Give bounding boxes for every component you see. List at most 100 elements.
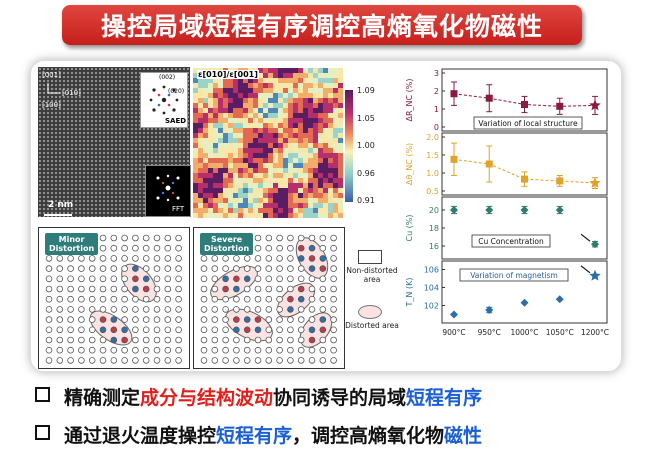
strain-pixel xyxy=(278,118,284,124)
strain-pixel xyxy=(298,113,304,119)
strain-pixel xyxy=(223,98,229,104)
strain-pixel xyxy=(338,213,343,218)
strain-pixel xyxy=(253,128,259,134)
bullet-1-part-4: 短程有序 xyxy=(406,387,483,409)
lattice-atom xyxy=(254,336,262,344)
lattice-atom xyxy=(330,255,337,262)
strain-pixel xyxy=(293,163,299,169)
strain-pixel xyxy=(198,148,204,154)
strain-pixel xyxy=(278,83,284,89)
strain-pixel xyxy=(338,113,343,119)
strain-pixel xyxy=(193,178,199,184)
lattice-atom xyxy=(142,306,150,313)
strain-pixel xyxy=(193,128,199,134)
lattice-atom xyxy=(142,285,150,293)
strain-pixel xyxy=(323,178,329,184)
page-title: 操控局域短程有序调控高熵氧化物磁性 xyxy=(100,12,543,41)
lattice-atom xyxy=(153,255,161,262)
strain-pixel xyxy=(313,93,319,99)
y-tick-label: 102 xyxy=(424,302,439,311)
lattice-atom xyxy=(319,275,327,283)
strain-pixel xyxy=(193,98,199,104)
lattice-atom xyxy=(265,357,273,364)
strain-pixel xyxy=(328,113,334,119)
strain-pixel xyxy=(238,108,244,114)
lattice-atom xyxy=(110,306,118,313)
lattice-atom xyxy=(308,265,316,272)
strain-pixel xyxy=(283,148,289,154)
strain-pixel xyxy=(333,208,339,214)
strain-pixel xyxy=(193,73,199,79)
lattice-atom xyxy=(330,275,337,283)
strain-pixel xyxy=(298,68,304,74)
strain-pixel xyxy=(338,98,343,104)
data-point xyxy=(450,90,458,98)
strain-pixel xyxy=(308,103,314,109)
strain-pixel xyxy=(248,148,254,154)
strain-pixel xyxy=(283,73,289,79)
strain-pixel xyxy=(213,113,219,119)
strain-pixel xyxy=(318,208,324,214)
strain-pixel xyxy=(323,103,329,109)
lattice-atom xyxy=(276,306,283,313)
strain-pixel xyxy=(238,183,244,189)
strain-pixel xyxy=(218,113,224,119)
strain-pixel xyxy=(303,68,309,74)
strain-pixel xyxy=(263,78,269,84)
strain-pixel xyxy=(288,108,294,114)
strain-pixel xyxy=(223,88,229,94)
strain-pixel xyxy=(288,123,294,129)
lattice-atom xyxy=(222,285,229,293)
strain-pixel xyxy=(298,73,304,79)
strain-pixel xyxy=(248,193,254,199)
strain-pixel xyxy=(283,98,289,104)
strain-pixel xyxy=(238,93,244,99)
strain-pixel xyxy=(303,178,309,184)
strain-pixel xyxy=(238,88,244,94)
strain-pixel xyxy=(193,123,199,129)
lattice-atom xyxy=(78,336,85,344)
strain-pixel xyxy=(228,98,234,104)
lattice-atom xyxy=(121,285,128,293)
strain-pixel xyxy=(328,153,334,159)
strain-pixel xyxy=(263,198,269,204)
axis-100-label: [100] xyxy=(42,101,61,109)
lattice-atom xyxy=(276,234,283,242)
lattice-atom xyxy=(78,346,85,354)
strain-pixel xyxy=(293,193,299,199)
strain-pixel xyxy=(208,158,214,164)
strain-pixel xyxy=(228,103,234,109)
strain-pixel xyxy=(193,198,199,204)
strain-pixel xyxy=(333,83,339,89)
lattice-atom xyxy=(132,244,139,252)
lattice-atom xyxy=(56,285,64,293)
strain-pixel xyxy=(213,118,219,124)
lattice-atom xyxy=(222,295,229,303)
strain-pixel xyxy=(223,163,229,169)
strain-pixel xyxy=(273,143,279,149)
lattice-atom xyxy=(99,336,107,344)
strain-pixel xyxy=(333,213,339,218)
strain-pixel xyxy=(223,203,229,209)
strain-pixel xyxy=(218,163,224,169)
lattice-atom xyxy=(265,265,273,272)
strain-pixel xyxy=(278,193,284,199)
strain-pixel xyxy=(293,73,299,79)
strain-pixel xyxy=(228,168,234,174)
strain-pixel xyxy=(318,173,324,179)
annotation-text: Cu Concentration xyxy=(478,237,544,246)
lattice-atom xyxy=(132,357,139,364)
strain-pixel xyxy=(243,98,249,104)
lattice-atom xyxy=(265,295,273,303)
strain-pixel xyxy=(238,158,244,164)
strain-pixel xyxy=(293,138,299,144)
strain-pixel xyxy=(273,173,279,179)
strain-pixel xyxy=(218,168,224,174)
strain-pixel xyxy=(193,118,199,124)
lattice-atom xyxy=(233,316,240,323)
strain-pixel xyxy=(303,113,309,119)
bullet-1-part-1: 精确测定 xyxy=(64,387,141,409)
strain-pixel xyxy=(298,148,304,154)
lattice-atom xyxy=(121,295,128,303)
lattice-atom xyxy=(88,285,96,293)
